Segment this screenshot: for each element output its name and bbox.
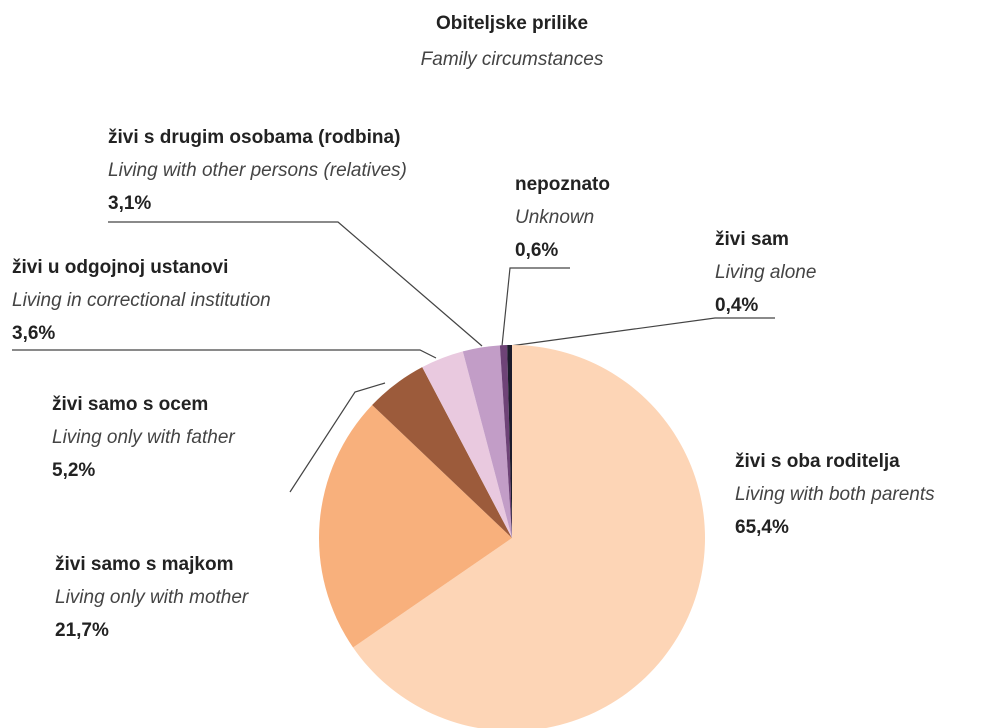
slice-label: živi s drugim osobama (rodbina) — [108, 127, 400, 148]
pie-slice — [319, 405, 512, 648]
pie-slice — [499, 345, 512, 538]
slice-label: živi s oba roditelja — [735, 451, 900, 472]
leader-line — [509, 317, 775, 347]
pie-slice — [372, 367, 512, 538]
value-label: 3,1% — [108, 193, 151, 214]
leader-line — [289, 382, 386, 493]
value-label: 21,7% — [55, 620, 109, 641]
slice-label: živi u odgojnoj ustanovi — [12, 257, 228, 278]
slice-label: živi sam — [715, 229, 789, 250]
value-label: 0,4% — [715, 295, 758, 316]
slice-label-en: Unknown — [515, 207, 594, 228]
slice-label: nepoznato — [515, 174, 610, 195]
pie-slice — [507, 345, 512, 538]
chart-subtitle: Family circumstances — [421, 49, 604, 70]
leader-line — [501, 267, 570, 347]
leader-lines — [12, 221, 775, 493]
chart-title: Obiteljske prilike — [436, 13, 588, 34]
value-label: 0,6% — [515, 240, 558, 261]
slice-label-en: Living alone — [715, 262, 816, 283]
slice-label-en: Living in correctional institution — [12, 290, 271, 311]
slice-label-en: Living only with mother — [55, 587, 249, 608]
pie-slice — [353, 345, 705, 728]
slice-label-en: Living only with father — [52, 427, 235, 448]
slice-label: živi samo s majkom — [55, 554, 233, 575]
value-label: 5,2% — [52, 460, 95, 481]
slice-label: živi samo s ocem — [52, 394, 208, 415]
leader-line — [12, 349, 437, 359]
pie-slice — [422, 351, 512, 538]
value-label: 65,4% — [735, 517, 789, 538]
value-label: 3,6% — [12, 323, 55, 344]
slice-label-en: Living with other persons (relatives) — [108, 160, 407, 181]
slice-label-en: Living with both parents — [735, 484, 935, 505]
pie-slice — [462, 345, 512, 538]
leader-line — [108, 221, 483, 347]
